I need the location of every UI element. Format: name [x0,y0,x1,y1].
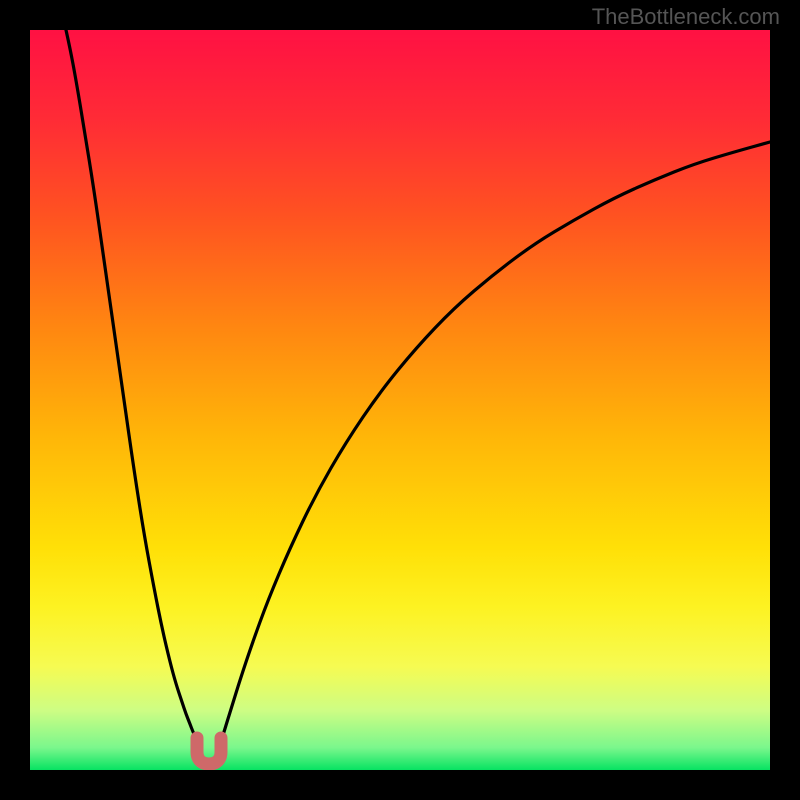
watermark-text: TheBottleneck.com [592,4,780,29]
gradient-background [30,30,770,770]
bottleneck-chart-svg: TheBottleneck.com [0,0,800,800]
chart-container: TheBottleneck.com [0,0,800,800]
